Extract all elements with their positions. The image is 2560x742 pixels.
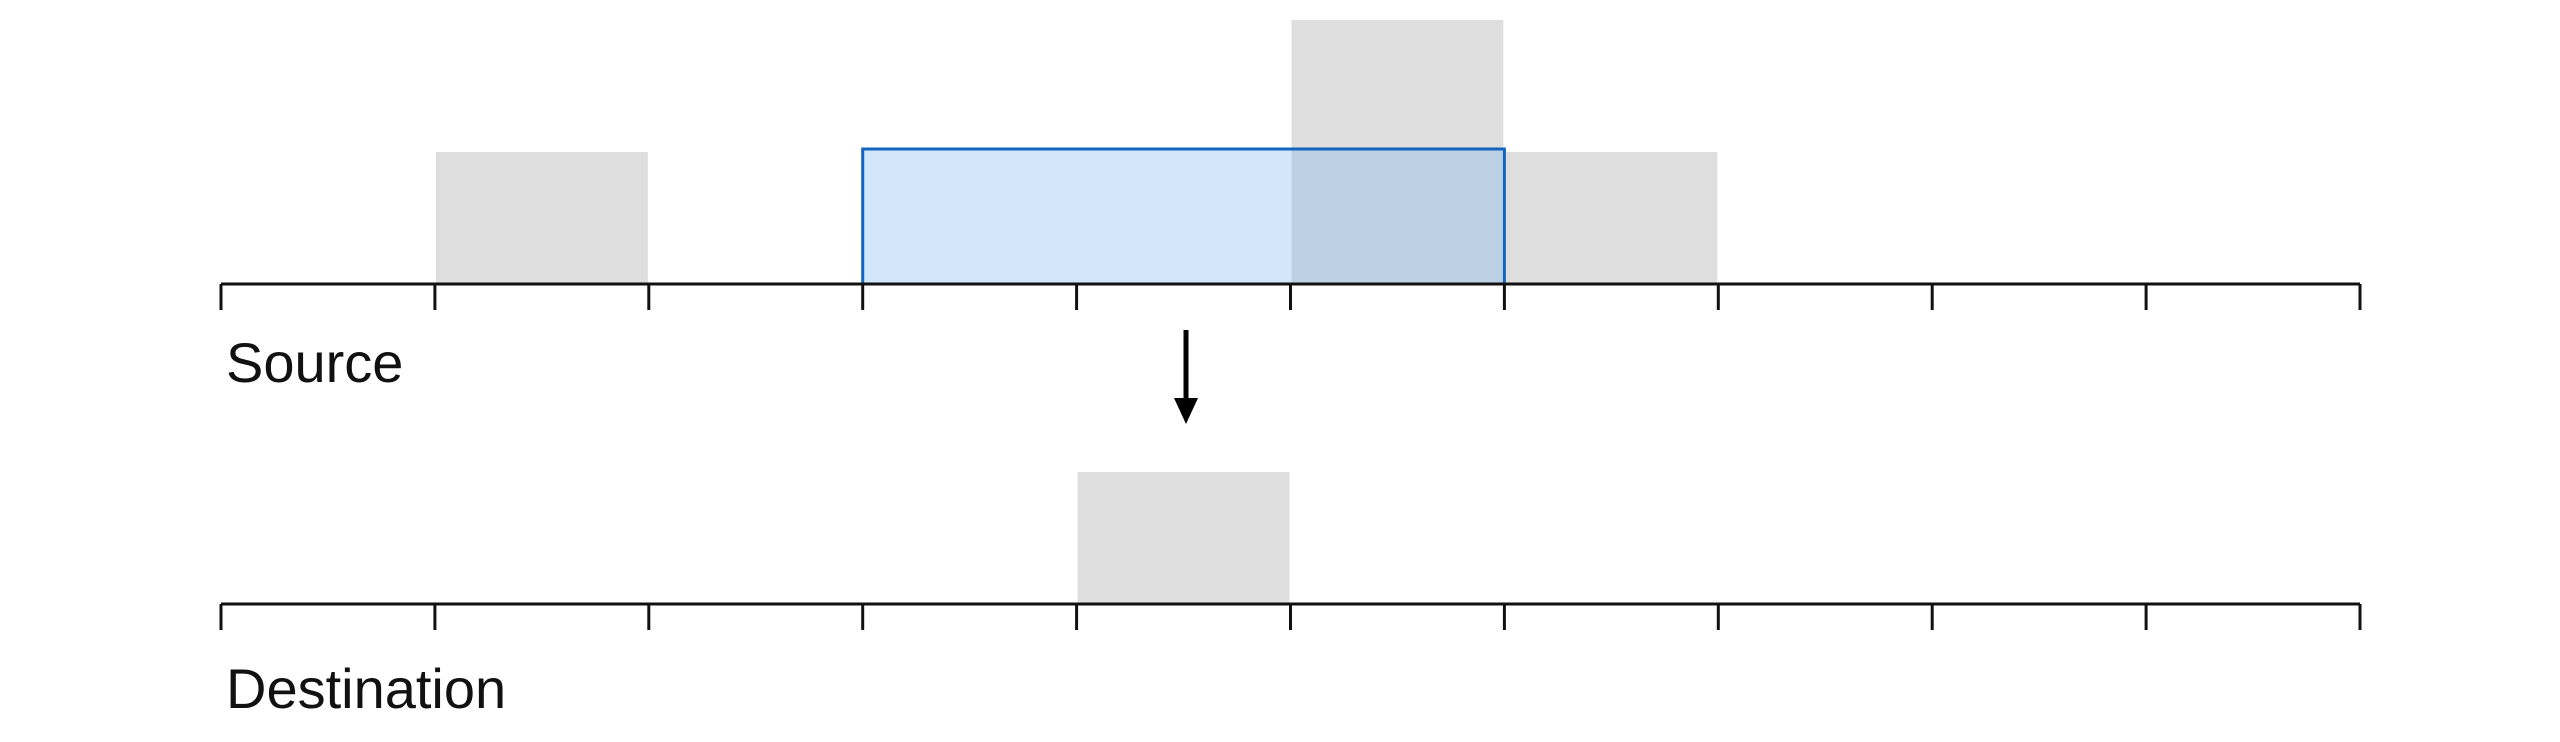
source-selection-window <box>861 147 1506 286</box>
destination-label: Destination <box>226 657 506 720</box>
source-bar <box>1505 152 1718 284</box>
source-bar <box>435 152 648 284</box>
destination-bar <box>1077 472 1290 604</box>
down-arrow-icon <box>1174 330 1198 424</box>
source-track <box>219 20 2362 310</box>
source-bar <box>1291 20 1504 284</box>
destination-track <box>219 472 2362 630</box>
source-label: Source <box>226 331 403 394</box>
